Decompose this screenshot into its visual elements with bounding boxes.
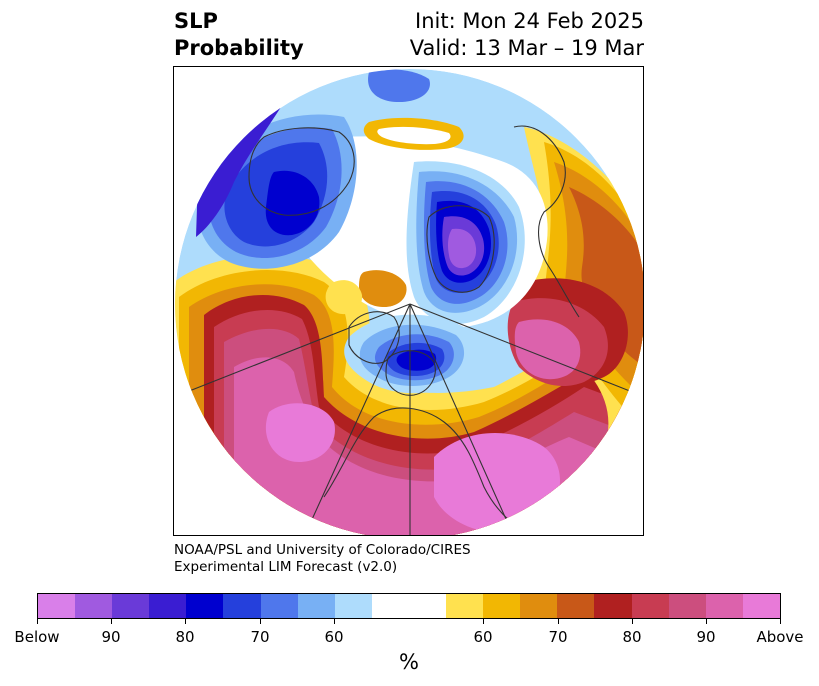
colorbar-unit: %: [399, 650, 419, 674]
colorbar-tick-label: 80: [622, 628, 642, 646]
colorbar-segment: [742, 594, 780, 618]
colorbar-segment: [668, 594, 706, 618]
northern-warm-pockets: [325, 69, 464, 315]
data-credit: NOAA/PSL and University of Colorado/CIRE…: [174, 542, 471, 576]
central-yellow-pocket: [325, 280, 363, 315]
title-line-2: Probability: [174, 36, 304, 60]
colorbar-tick-mark: [185, 619, 186, 624]
colorbar-tick-label: 60: [473, 628, 493, 646]
colorbar-segment: [149, 594, 187, 618]
colorbar-tick-label: 60: [324, 628, 344, 646]
northwest-low-region: [196, 102, 357, 269]
chart-title: SLP Probability: [174, 8, 304, 62]
valid-range: Valid: 13 Mar – 19 Mar: [409, 36, 644, 60]
greenland-coast: [426, 205, 495, 293]
atlantic-magenta-core: [514, 319, 581, 380]
colorbar-tick-mark: [632, 619, 633, 624]
colorbar-segment: [557, 594, 595, 618]
colorbar-tick-label: 70: [250, 628, 270, 646]
north-blue-pocket: [368, 69, 430, 102]
coastlines: [175, 125, 643, 535]
alaska-coast: [348, 311, 400, 364]
eurasia-high-region: [507, 127, 643, 478]
meridian-lines: [175, 303, 643, 535]
colorbar-segment: [446, 594, 484, 618]
colorbar-segment: [38, 594, 76, 618]
credit-line-2: Experimental LIM Forecast (v2.0): [174, 559, 398, 575]
colorbar-segment: [75, 594, 113, 618]
colorbar-tick-mark: [111, 619, 112, 624]
north-america-coast: [323, 407, 525, 533]
colorbar-segment: [223, 594, 261, 618]
colorbar-tick-label: Below: [14, 628, 60, 646]
polar-map-frame: [173, 66, 644, 536]
north-white-pocket: [377, 126, 451, 145]
northwest-deep-blue-core: [265, 170, 320, 236]
colorbar-tick-label: 80: [175, 628, 195, 646]
colorbar-segment: [594, 594, 632, 618]
colorbar-segment: [297, 594, 335, 618]
colorbar-segment: [334, 594, 372, 618]
central-orange-pocket: [359, 270, 407, 307]
colorbar-segment: [260, 594, 298, 618]
arctic-low-region: [275, 136, 548, 328]
forecast-dates: Init: Mon 24 Feb 2025 Valid: 13 Mar – 19…: [410, 8, 644, 62]
hudson-bay-coast: [385, 350, 436, 396]
colorbar-segment: [483, 594, 521, 618]
colorbar-tick-mark: [706, 619, 707, 624]
colorbar-segment: [112, 594, 150, 618]
probability-colorbar: [37, 593, 781, 619]
colorbar-tick-mark: [37, 619, 38, 624]
europe-coast: [513, 125, 580, 318]
colorbar-segment: [371, 594, 409, 618]
probability-field: [175, 69, 643, 535]
colorbar-tick-label: 90: [101, 628, 121, 646]
colorbar-tick-mark: [260, 619, 261, 624]
asia-coast: [248, 127, 355, 216]
colorbar-segment: [520, 594, 558, 618]
north-america-high-core: [434, 433, 561, 533]
colorbar-tick-label: 90: [696, 628, 716, 646]
arctic-purple-core: [448, 228, 477, 269]
colorbar-tick-mark: [483, 619, 484, 624]
colorbar-tick-label: 70: [548, 628, 568, 646]
colorbar-segment: [705, 594, 743, 618]
colorbar-segment: [631, 594, 669, 618]
pacific-high-core: [265, 403, 335, 462]
colorbar-segment: [408, 594, 447, 618]
colorbar-tick-label: Above: [756, 628, 804, 646]
credit-line-1: NOAA/PSL and University of Colorado/CIRE…: [174, 542, 471, 558]
colorbar-segment: [186, 594, 224, 618]
colorbar-tick-mark: [780, 619, 781, 624]
colorbar-tick-mark: [334, 619, 335, 624]
pacific-high-region: [175, 255, 643, 535]
init-date: Init: Mon 24 Feb 2025: [415, 9, 644, 33]
colorbar-tick-mark: [558, 619, 559, 624]
title-line-1: SLP: [174, 9, 218, 33]
polar-stereographic-map: [175, 69, 643, 535]
